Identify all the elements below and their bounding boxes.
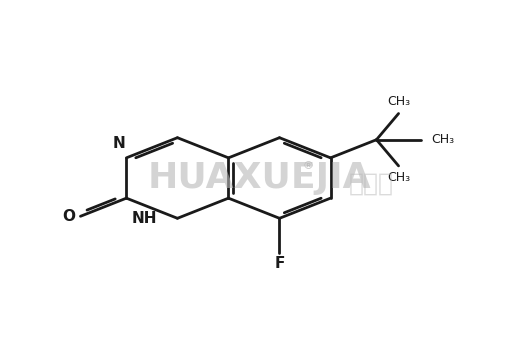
Text: N: N	[112, 136, 125, 151]
Text: NH: NH	[132, 211, 157, 226]
Text: F: F	[275, 256, 285, 271]
Text: ®: ®	[302, 161, 313, 171]
Text: CH₃: CH₃	[387, 171, 410, 184]
Text: CH₃: CH₃	[431, 133, 454, 146]
Text: HUAXUEJIA: HUAXUEJIA	[147, 161, 371, 195]
Text: CH₃: CH₃	[387, 95, 410, 108]
Text: O: O	[62, 209, 75, 224]
Text: 化学加: 化学加	[349, 171, 394, 195]
